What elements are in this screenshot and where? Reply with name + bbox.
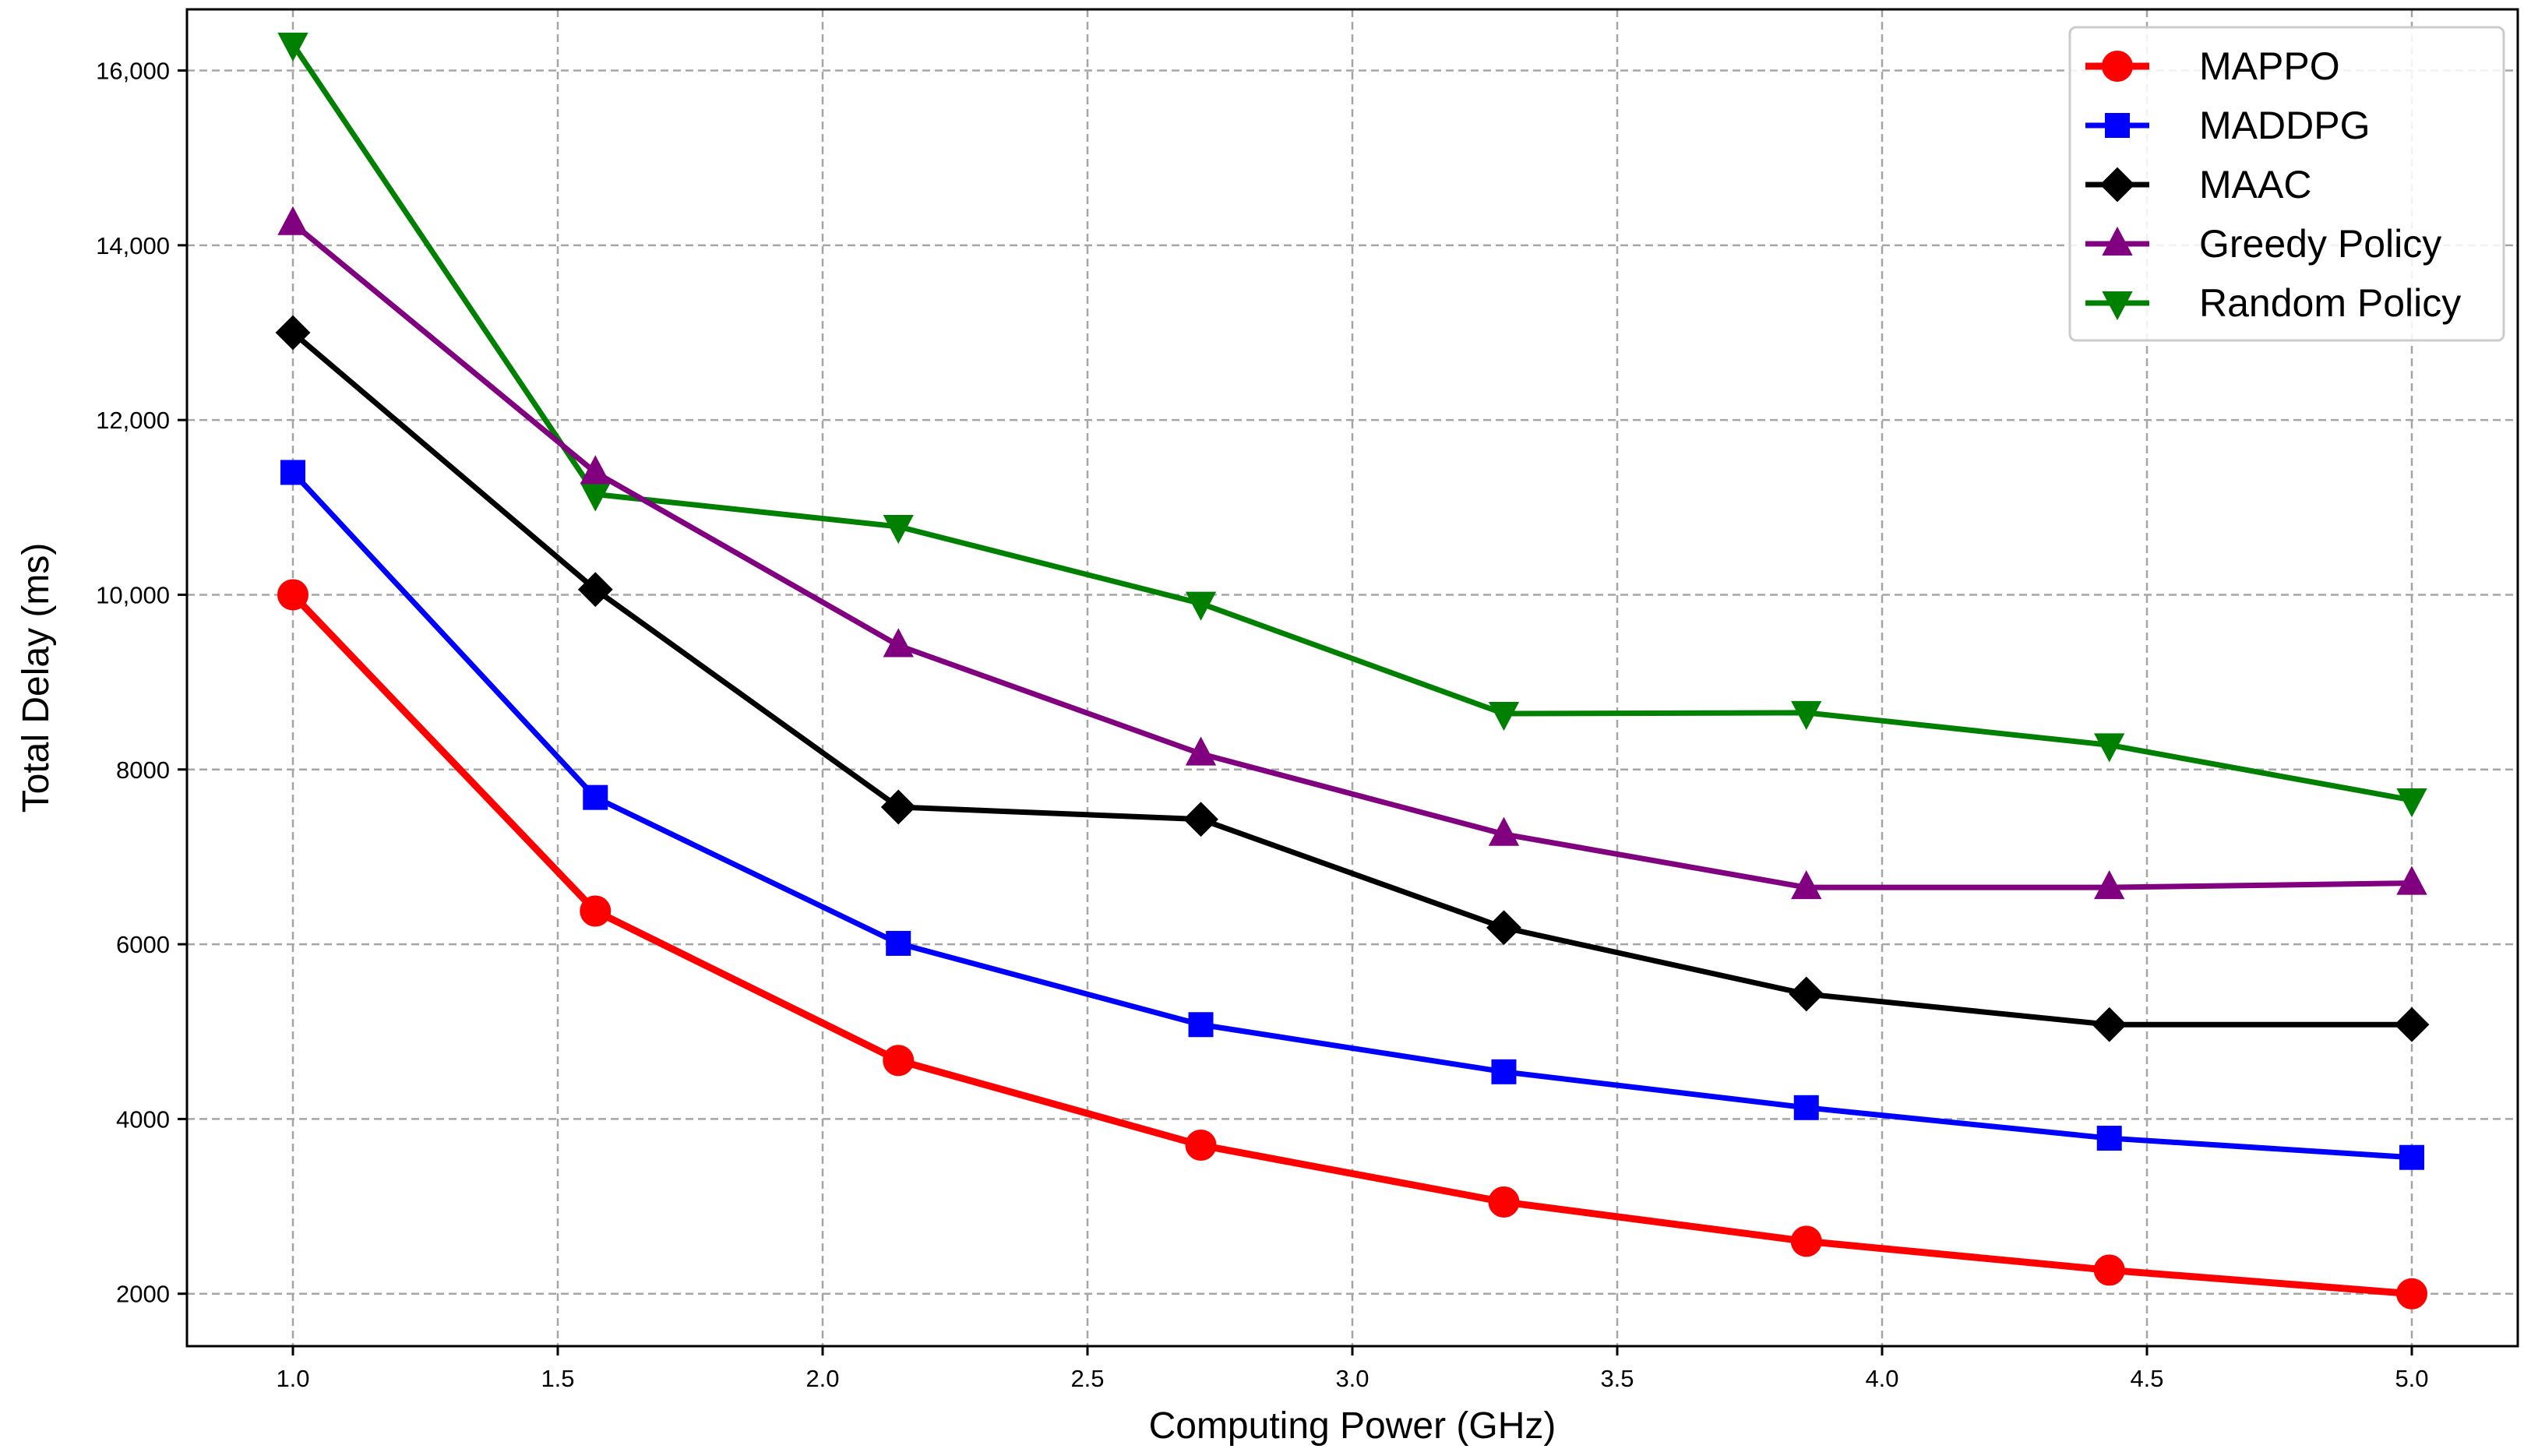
data-point	[1185, 1130, 1217, 1162]
data-point	[280, 460, 305, 485]
series-line	[290, 330, 2415, 1028]
legend-marker	[2102, 226, 2133, 256]
y-tick-label: 10,000	[96, 581, 170, 608]
data-point	[2093, 1254, 2125, 1286]
data-point	[577, 572, 613, 608]
y-axis-title: Total Delay (ms)	[16, 543, 57, 813]
grid	[187, 9, 2518, 1346]
x-axis-title: Computing Power (GHz)	[1149, 1405, 1556, 1447]
data-point	[277, 206, 308, 235]
data-point	[2094, 733, 2125, 763]
data-point	[2396, 865, 2427, 895]
data-point	[883, 1045, 915, 1077]
x-tick-label: 1.0	[276, 1365, 309, 1392]
data-point	[580, 895, 612, 927]
data-point	[1791, 700, 1822, 730]
x-tick-label: 3.5	[1600, 1365, 1634, 1392]
data-point	[1185, 736, 1217, 766]
data-point	[1793, 1095, 1819, 1120]
y-tick-label: 16,000	[96, 58, 170, 85]
data-point	[1488, 1186, 1520, 1218]
y-tick-label: 4000	[116, 1105, 170, 1133]
legend-label: Greedy Policy	[2199, 222, 2441, 266]
x-tick-label: 3.0	[1335, 1365, 1369, 1392]
series-mappo	[277, 579, 2427, 1310]
axis-ticks: 1.0 1.5 2.0 2.5 3.0 3.5 4.0 4.5 5.0 2000 4000 6000 8…	[96, 58, 2428, 1392]
series-maddpg	[280, 460, 2424, 1170]
data-point	[580, 455, 611, 485]
data-point	[883, 628, 914, 657]
y-tick-label: 6000	[116, 931, 170, 958]
legend-label: Random Policy	[2199, 281, 2461, 325]
data-point	[275, 315, 311, 351]
y-tick-label: 14,000	[96, 232, 170, 259]
data-point	[1789, 976, 1824, 1012]
plot-frame	[185, 8, 2519, 1348]
data-series	[275, 32, 2430, 1310]
legend-marker	[2099, 167, 2135, 203]
data-point	[1488, 701, 1520, 732]
data-point	[2394, 1007, 2430, 1042]
data-point	[1491, 1059, 1517, 1084]
data-point	[2399, 1144, 2424, 1170]
legend-marker	[2105, 113, 2130, 138]
data-point	[2092, 1007, 2127, 1042]
x-tick-label: 2.0	[805, 1365, 839, 1392]
legend-label: MADDPG	[2199, 104, 2370, 147]
data-point	[1791, 870, 1822, 900]
legend-marker	[2102, 51, 2133, 82]
series-maac	[275, 315, 2430, 1042]
data-point	[2396, 1278, 2427, 1310]
data-point	[880, 789, 916, 825]
data-point	[2094, 870, 2125, 900]
legend-box	[2068, 26, 2505, 342]
series-line	[290, 469, 2415, 1161]
data-point	[1183, 802, 1218, 837]
x-tick-label: 4.0	[1865, 1365, 1898, 1392]
x-tick-label: 1.5	[541, 1365, 574, 1392]
x-tick-label: 5.0	[2395, 1365, 2428, 1392]
legend-entry: Random Policy	[2085, 281, 2461, 325]
legend-entry: MADDPG	[2085, 104, 2370, 147]
data-point	[2096, 1126, 2122, 1151]
legend-label: MAPPO	[2199, 44, 2340, 88]
legend: MAPPO MADDPG MAAC Greedy Policy Random Polic…	[2068, 26, 2505, 342]
legend-entry: MAAC	[2085, 163, 2311, 206]
data-point	[277, 32, 308, 62]
y-tick-label: 8000	[116, 756, 170, 784]
x-tick-label: 2.5	[1070, 1365, 1104, 1392]
data-point	[886, 930, 911, 956]
data-point	[277, 579, 308, 611]
data-point	[2396, 788, 2427, 818]
series-line	[289, 591, 2416, 1298]
data-point	[1486, 910, 1521, 946]
legend-entry: MAPPO	[2085, 44, 2340, 88]
data-point	[1488, 816, 1520, 846]
legend-entry: Greedy Policy	[2085, 222, 2441, 266]
legend-label: MAAC	[2199, 163, 2311, 206]
x-tick-label: 4.5	[2130, 1365, 2163, 1392]
y-tick-label: 12,000	[96, 407, 170, 434]
series-greedy-policy	[277, 206, 2427, 900]
data-point	[1188, 1012, 1214, 1038]
data-point	[883, 514, 914, 545]
y-tick-label: 2000	[116, 1281, 170, 1308]
data-point	[583, 784, 608, 810]
data-point	[1185, 591, 1217, 621]
legend-marker	[2102, 291, 2133, 321]
series-line	[290, 220, 2415, 890]
data-point	[1790, 1225, 1822, 1257]
